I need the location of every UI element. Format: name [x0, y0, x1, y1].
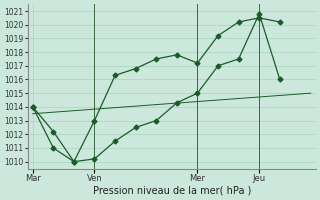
X-axis label: Pression niveau de la mer( hPa ): Pression niveau de la mer( hPa ) [92, 186, 251, 196]
